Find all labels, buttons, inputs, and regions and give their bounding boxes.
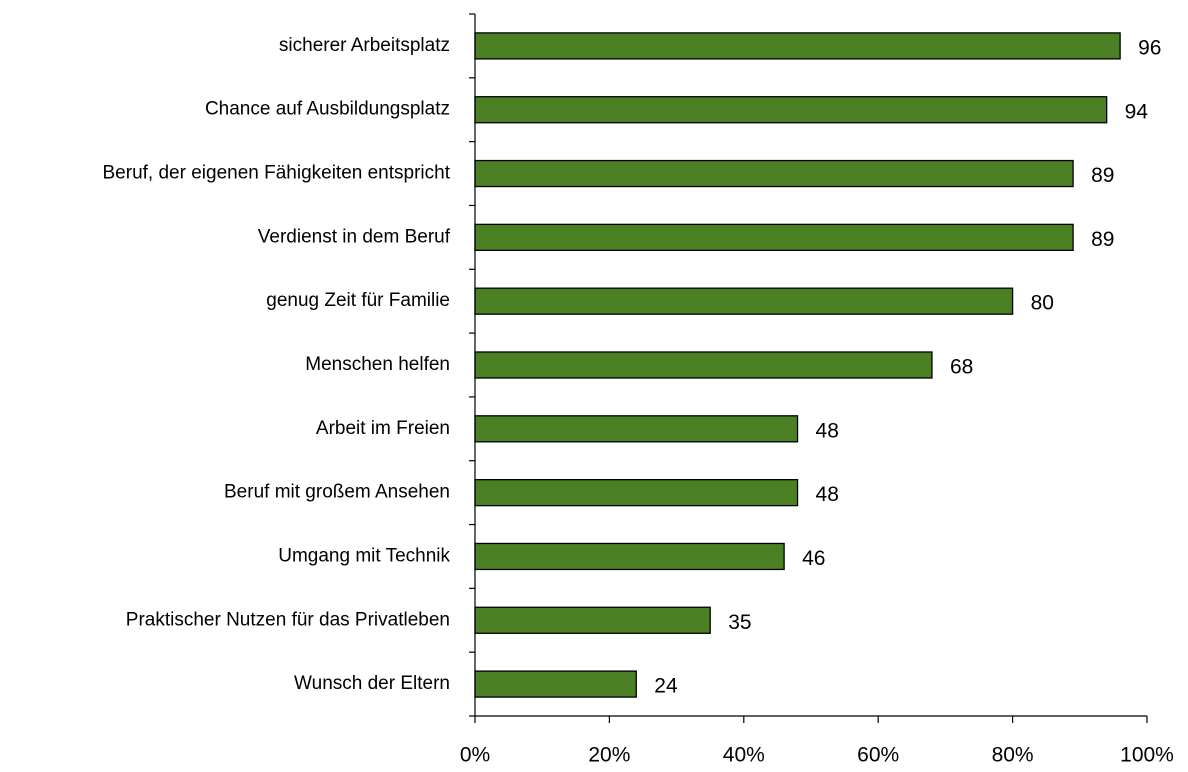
bar — [474, 96, 1108, 124]
y-tick-label: Beruf, der eigenen Fähigkeiten entsprich… — [103, 163, 451, 184]
y-tick-label: Praktischer Nutzen für das Privatleben — [126, 609, 450, 630]
y-tick-label: Umgang mit Technik — [278, 545, 450, 566]
bar — [474, 478, 799, 507]
value-label: 96 — [1138, 36, 1161, 59]
x-tick-label: 100% — [1120, 744, 1174, 767]
value-label: 94 — [1125, 100, 1149, 123]
x-tick-label: 20% — [588, 744, 630, 767]
bar — [474, 223, 1074, 252]
bar — [474, 32, 1121, 60]
y-tick-label: sicherer Arbeitsplatz — [279, 35, 450, 56]
value-label: 48 — [816, 419, 839, 442]
value-label: 80 — [1031, 292, 1054, 315]
value-label: 24 — [654, 675, 678, 698]
bar — [474, 670, 637, 698]
x-tick-label: 40% — [723, 744, 765, 767]
bar — [474, 159, 1074, 188]
y-tick-label: Chance auf Ausbildungsplatz — [205, 99, 450, 120]
y-tick-label: Verdienst in dem Beruf — [258, 226, 451, 247]
value-label: 89 — [1091, 164, 1114, 187]
value-label: 48 — [816, 483, 839, 506]
bar — [474, 351, 933, 379]
bar — [474, 606, 711, 634]
bar — [474, 287, 1014, 315]
x-tick-label: 80% — [992, 744, 1034, 767]
value-label: 68 — [950, 356, 973, 379]
bar — [474, 542, 785, 571]
value-label: 46 — [802, 547, 825, 570]
x-tick-label: 0% — [460, 744, 490, 767]
y-tick-label: genug Zeit für Familie — [266, 290, 450, 311]
y-tick-label: Arbeit im Freien — [316, 418, 450, 439]
x-tick-label: 60% — [857, 744, 899, 767]
bar — [474, 415, 799, 443]
value-label: 35 — [728, 611, 751, 634]
y-tick-label: Beruf mit großem Ansehen — [224, 482, 450, 503]
value-label: 89 — [1091, 228, 1114, 251]
y-tick-label: Menschen helfen — [305, 354, 450, 375]
y-tick-label: Wunsch der Eltern — [294, 673, 450, 694]
